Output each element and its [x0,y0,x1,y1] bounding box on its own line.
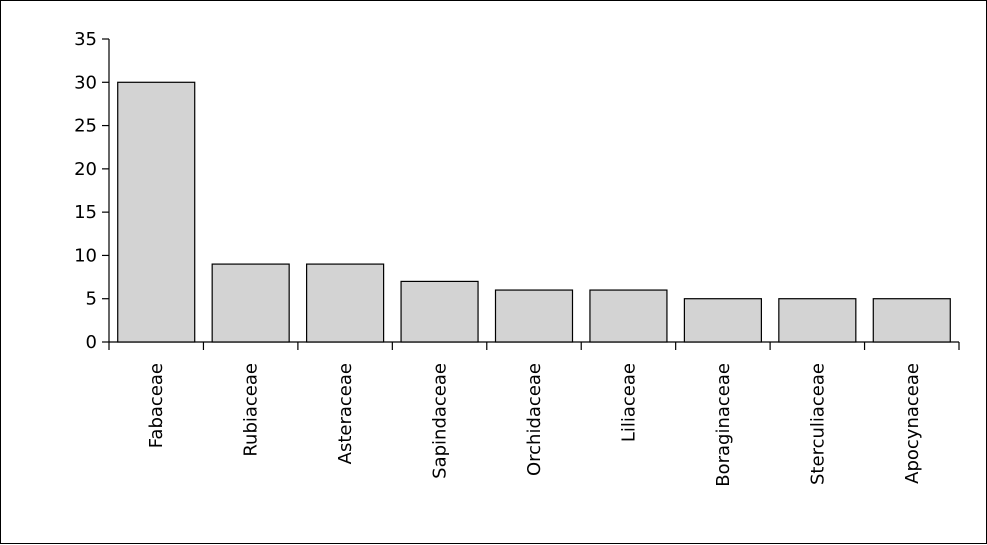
bar-sapindaceae [400,280,479,343]
x-axis-labels: Fabaceae Rubiaceae Asteraceae Sapindaceae Or… [146,363,923,487]
x-category-label: Liliaceae [618,363,639,442]
x-category-label: Sapindaceae [430,363,451,479]
bar-liliaceae [589,289,668,343]
x-category-label: Rubiaceae [241,363,262,457]
y-tick-label: 25 [74,116,97,137]
y-tick-label: 5 [86,289,97,310]
y-tick-label: 0 [86,332,97,353]
x-category-label: Asteraceae [335,363,356,464]
bar-fabaceae [117,81,196,343]
y-tick-label: 35 [74,29,97,50]
bar-orchidaceae [494,289,574,343]
bar-sterculiaceae [778,298,857,343]
y-tick-label: 30 [74,72,97,93]
x-category-label: Orchidaceae [524,363,545,476]
bars [117,81,951,343]
x-category-label: Sterculiaceae [807,363,828,485]
x-category-label: Apocynaceae [902,363,923,484]
bar-asteraceae [306,263,385,343]
y-tick-label: 10 [74,245,97,266]
x-category-label: Boraginaceae [713,363,734,487]
bar-rubiaceae [211,263,290,343]
y-tick-label: 15 [74,202,97,223]
y-tick-label: 20 [74,159,97,180]
bar-apocynaceae [872,298,951,343]
y-axis-ticks: 0 5 10 15 20 25 30 35 [74,29,109,353]
x-category-label: Fabaceae [146,363,167,448]
bar-boraginaceae [683,298,762,343]
